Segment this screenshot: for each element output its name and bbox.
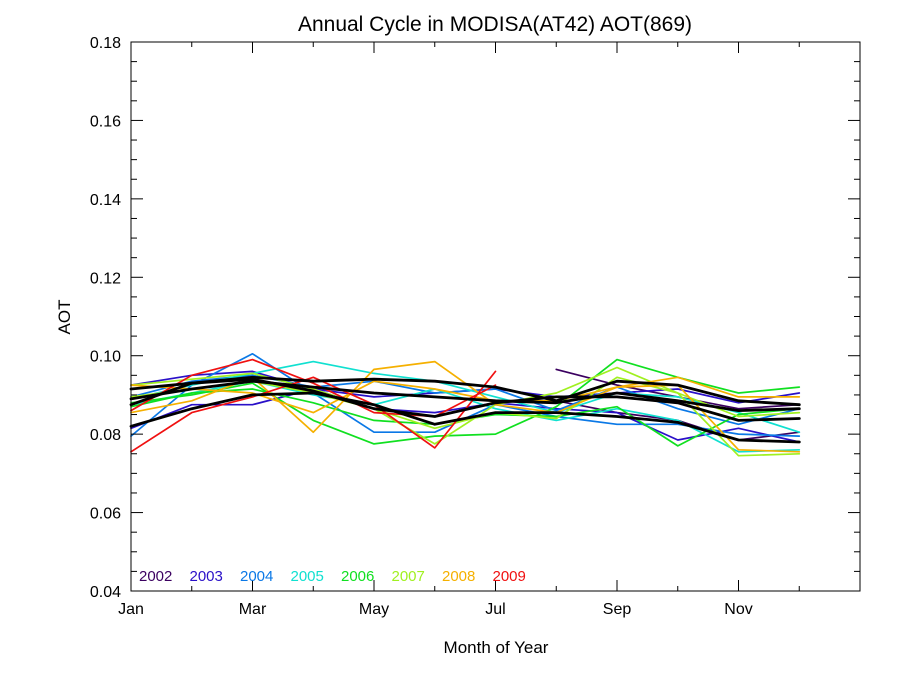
y-tick-label: 0.18 [90,35,121,52]
legend: 2002 2003 2004 2005 2006 2007 2008 2009 [139,568,526,585]
legend-item-2007: 2007 [392,568,425,585]
chart-title: Annual Cycle in MODISA(AT42) AOT(869) [298,13,692,36]
series-line-mean-upper-17 [129,375,801,407]
y-axis-label: AOT [55,300,74,335]
y-tick-label: 0.12 [90,270,121,287]
series-line-mean-lower-18 [129,391,801,444]
series-line-2003-3 [130,388,801,443]
legend-item-2002: 2002 [139,568,172,585]
series-line-2004-5 [130,374,801,426]
legend-item-2008: 2008 [442,568,475,585]
series-line-mean-lower2-19 [129,377,801,422]
plot-frame [130,41,861,592]
series-line-2009-14 [130,370,497,453]
legend-item-2003: 2003 [190,568,223,585]
y-tick-label: 0.16 [90,113,121,130]
x-tick-label: Jul [485,601,505,618]
y-tick-label: 0.06 [90,506,121,523]
y-tick-label: 0.04 [90,584,121,601]
legend-item-2006: 2006 [341,568,374,585]
y-tick-label: 0.10 [90,349,121,366]
legend-item-2005: 2005 [291,568,324,585]
series-line-2005-6 [130,360,801,434]
series-line-2008-13 [130,380,801,453]
x-tick-label: Mar [239,601,267,618]
x-axis-label: Month of Year [444,638,549,657]
x-tick-label: May [359,601,389,618]
x-tick-label: Jan [118,601,144,618]
y-tick-label: 0.08 [90,427,121,444]
x-tick-label: Nov [724,601,752,618]
x-tick-label: Sep [603,601,632,618]
series-layer [129,352,801,457]
y-tick-label: 0.14 [90,192,121,209]
ticks-layer: Jan Mar May Jul Sep Nov 0.04 0.06 0.08 0.10 0.12 0.… [90,35,861,618]
legend-item-2004: 2004 [240,568,273,585]
legend-item-2009: 2009 [493,568,526,585]
series-line-mean-16 [129,379,801,412]
